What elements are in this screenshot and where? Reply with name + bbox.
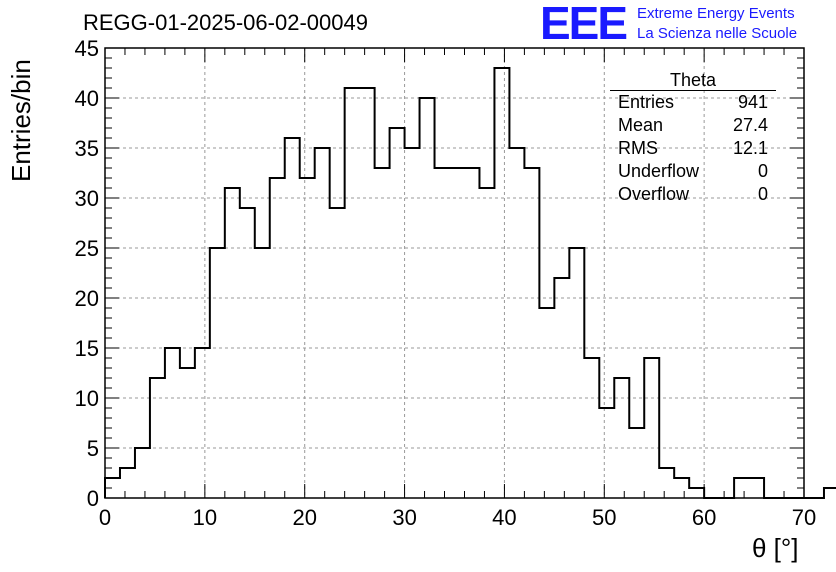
histogram-bin [225, 188, 240, 498]
x-axis-label: θ [°] [752, 533, 799, 563]
histogram-bin [345, 88, 360, 498]
stats-label: Overflow [618, 184, 690, 204]
histogram-bin [569, 248, 584, 498]
histogram-series [104, 67, 836, 499]
stats-label: Underflow [618, 161, 700, 181]
histogram-bin [135, 448, 150, 498]
x-tick-label: 30 [392, 505, 416, 530]
histogram-bin [584, 358, 599, 498]
histogram-bin [165, 348, 180, 498]
histogram-bin [360, 88, 375, 498]
stats-value: 0 [757, 161, 768, 181]
histogram-bin [644, 358, 659, 498]
y-tick-label: 10 [75, 386, 99, 411]
stats-value: 0 [757, 184, 768, 204]
histogram-bin [689, 488, 704, 498]
histogram-bin [210, 248, 225, 498]
histogram-bin [285, 138, 300, 498]
histogram-bin [659, 468, 674, 498]
y-axis-label: Entries/bin [6, 59, 36, 182]
histogram-bin [734, 478, 749, 498]
chart-title: REGG-01-2025-06-02-00049 [83, 10, 368, 35]
histogram-bin [674, 478, 689, 498]
y-tick-label: 25 [75, 236, 99, 261]
histogram-bin [614, 378, 629, 498]
histogram-bin [749, 478, 764, 498]
x-tick-label: 60 [692, 505, 716, 530]
histogram-bin [240, 208, 255, 498]
histogram-bin [494, 68, 509, 498]
histogram-bin [599, 408, 614, 498]
histogram-bin [554, 278, 569, 498]
y-tick-label: 35 [75, 136, 99, 161]
histogram-bin [315, 148, 330, 498]
stats-row-rms: RMS 12.1 [610, 137, 776, 160]
eee-logo: EEE [540, 0, 628, 49]
histogram-bin [479, 188, 494, 498]
x-tick-label: 0 [99, 505, 111, 530]
histogram-bin [120, 468, 135, 498]
histogram-bin [270, 178, 285, 498]
x-tick-label: 10 [193, 505, 217, 530]
histogram-bin [330, 208, 345, 498]
y-tick-label: 40 [75, 86, 99, 111]
histogram-bin [539, 308, 554, 498]
histogram-bin [300, 178, 315, 498]
y-tick-label: 5 [87, 436, 99, 461]
x-tick-label: 50 [592, 505, 616, 530]
x-tick-label: 40 [492, 505, 516, 530]
stats-row-mean: Mean 27.4 [610, 114, 776, 137]
y-tick-label: 30 [75, 186, 99, 211]
histogram-bin [195, 348, 210, 498]
stats-label: RMS [618, 138, 658, 158]
histogram-bin [390, 128, 405, 498]
histogram-bin [420, 98, 435, 498]
histogram-bin [524, 168, 539, 498]
y-tick-label: 45 [75, 36, 99, 61]
logo-line-1: Extreme Energy Events [637, 5, 795, 22]
stats-value: 941 [737, 92, 768, 112]
histogram-bin [464, 168, 479, 498]
stats-row-underflow: Underflow 0 [610, 160, 776, 183]
stats-row-overflow: Overflow 0 [610, 183, 776, 206]
histogram-bin [450, 168, 465, 498]
stats-label: Mean [618, 115, 664, 135]
histogram-bin [150, 378, 165, 498]
histogram-bin [375, 168, 390, 498]
plot-frame [104, 47, 805, 499]
y-tick-label: 15 [75, 336, 99, 361]
y-tick-label: 20 [75, 286, 99, 311]
histogram-bin [629, 428, 644, 498]
histogram-bin [255, 248, 270, 498]
stats-row-entries: Entries 941 [610, 91, 776, 114]
stats-value: 27.4 [732, 115, 768, 135]
x-tick-label: 20 [292, 505, 316, 530]
stats-label: Entries [618, 92, 675, 112]
logo-line-2: La Scienza nelle Scuole [637, 25, 798, 42]
stats-value: 12.1 [732, 138, 768, 158]
histogram-bin [405, 148, 420, 498]
stats-box: Theta Entries 941 Mean 27.4 RMS 12.1 Und… [610, 70, 776, 206]
stats-title: Theta [610, 70, 776, 91]
x-tick-label: 70 [792, 505, 816, 530]
y-tick-label: 0 [87, 486, 99, 511]
histogram-bin [509, 148, 524, 498]
histogram-bin [180, 368, 195, 498]
histogram-bin [435, 168, 450, 498]
histogram-bin [824, 488, 836, 498]
